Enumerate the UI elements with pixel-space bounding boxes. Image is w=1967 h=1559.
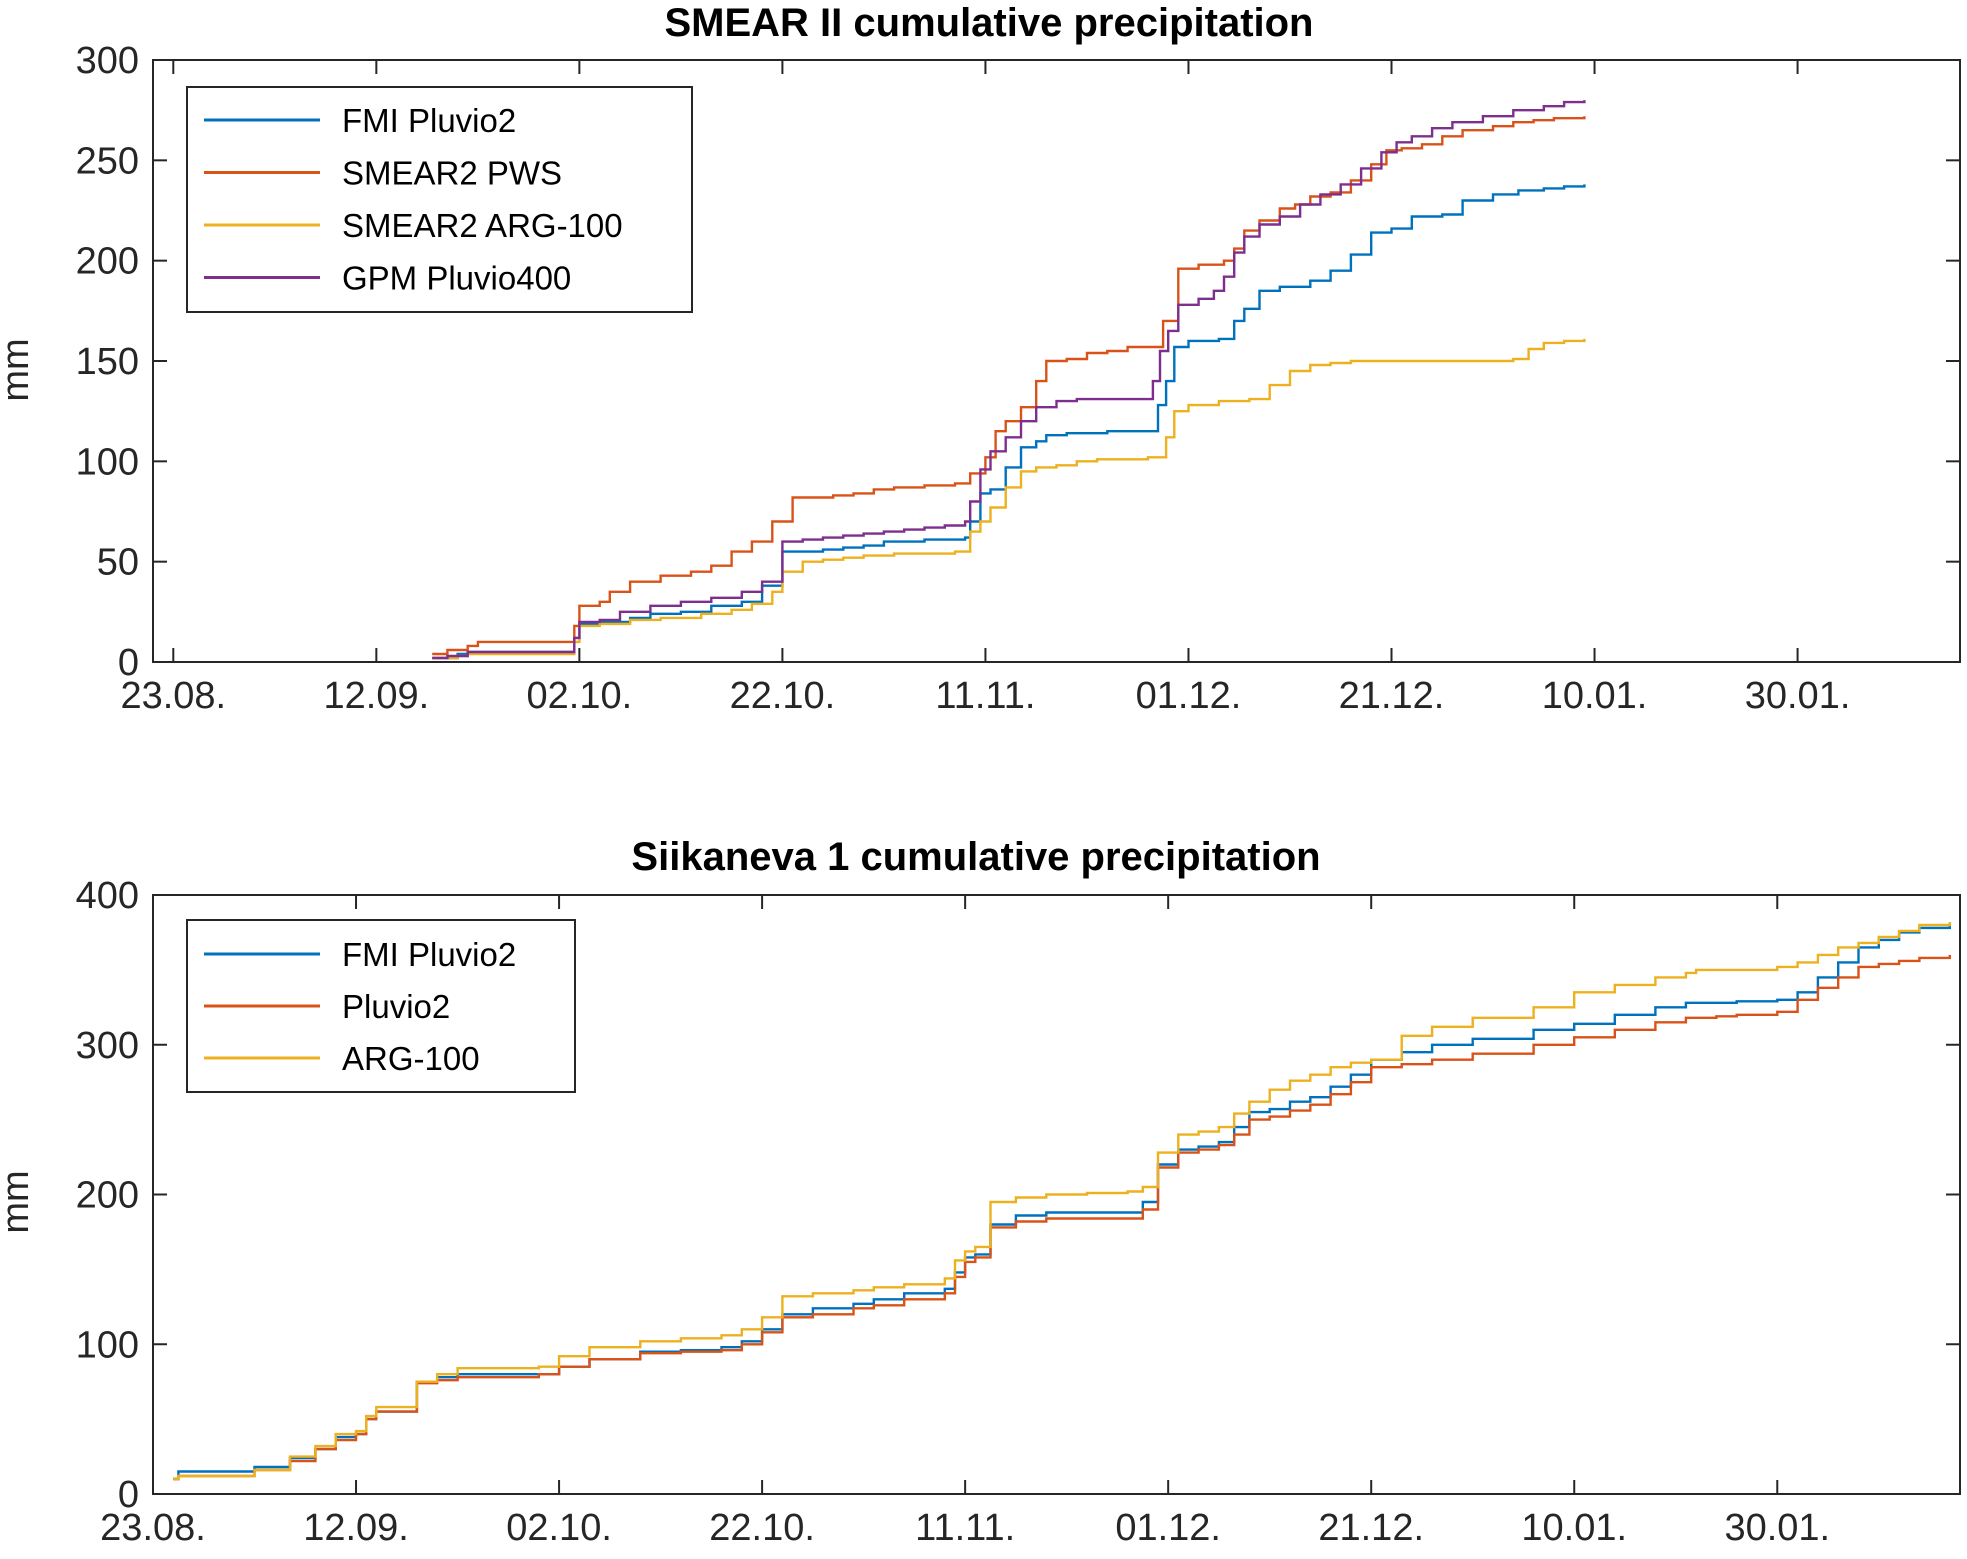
y-tick-label: 0: [118, 642, 139, 684]
x-tick-label: 23.08.: [120, 675, 226, 717]
y-tick-label: 400: [76, 875, 139, 917]
chart-title: Siikaneva 1 cumulative precipitation: [631, 835, 1320, 879]
x-tick-label: 02.10.: [527, 675, 633, 717]
chart-siikaneva1: Siikaneva 1 cumulative precipitation mm …: [0, 835, 1961, 1549]
y-tick-label: 150: [76, 341, 139, 383]
x-tick-label: 12.09.: [324, 675, 430, 717]
legend: FMI Pluvio2 Pluvio2 ARG-100: [186, 919, 576, 1093]
x-tick-label: 11.11.: [915, 1507, 1015, 1549]
y-tick-label: 200: [76, 241, 139, 283]
legend: FMI Pluvio2 SMEAR2 PWS SMEAR2 ARG-100 GPM P…: [186, 86, 693, 313]
x-tick-label: 22.10.: [730, 675, 836, 717]
x-tick-label: 11.11.: [935, 675, 1035, 717]
plot-area: 0 50 100 150 200 250 300 23.08. 12.09. 02.10. 22.1…: [76, 40, 1961, 717]
x-tick-label: 21.12.: [1339, 675, 1445, 717]
series-line: [432, 338, 1586, 660]
x-tick-label: 10.01.: [1521, 1507, 1627, 1549]
legend-entry: SMEAR2 ARG-100: [342, 207, 623, 244]
series-line: [173, 922, 1951, 1481]
series-line: [432, 100, 1586, 660]
legend-entry: GPM Pluvio400: [342, 260, 571, 297]
legend-entry: Pluvio2: [342, 988, 450, 1025]
x-tick-label: 30.01.: [1724, 1507, 1830, 1549]
legend-entry: ARG-100: [342, 1040, 480, 1077]
y-tick-label: 100: [76, 441, 139, 483]
plot-area: 0 100 200 300 400 23.08. 12.09. 02.10. 22.10. 11.…: [76, 875, 1961, 1549]
x-tick-label: 21.12.: [1318, 1507, 1424, 1549]
legend-entry: SMEAR2 PWS: [342, 155, 562, 192]
y-axis-label: mm: [0, 1170, 37, 1233]
x-tick-label: 01.12.: [1136, 675, 1242, 717]
legend-box: [186, 919, 576, 1093]
x-tick-label: 02.10.: [506, 1507, 612, 1549]
legend-entry: FMI Pluvio2: [342, 102, 516, 139]
x-tick-label: 01.12.: [1115, 1507, 1221, 1549]
y-tick-label: 200: [76, 1175, 139, 1217]
y-tick-label: 100: [76, 1324, 139, 1366]
x-tick-label: 12.09.: [303, 1507, 409, 1549]
x-tick-label: 30.01.: [1745, 675, 1851, 717]
legend-entry: FMI Pluvio2: [342, 936, 516, 973]
x-tick-label: 10.01.: [1542, 675, 1648, 717]
series-line: [432, 116, 1586, 656]
x-tick-label: 22.10.: [709, 1507, 815, 1549]
chart-title: SMEAR II cumulative precipitation: [664, 1, 1313, 45]
series-line: [432, 184, 1586, 660]
x-tick-label: 23.08.: [100, 1507, 206, 1549]
y-tick-label: 250: [76, 140, 139, 182]
legend-box: [186, 86, 693, 313]
y-axis-label: mm: [0, 338, 37, 401]
y-tick-label: 300: [76, 40, 139, 82]
y-tick-label: 0: [118, 1474, 139, 1516]
y-tick-label: 300: [76, 1025, 139, 1067]
y-tick-label: 50: [97, 542, 139, 584]
chart-smear2: SMEAR II cumulative precipitation mm 0 50…: [0, 1, 1961, 717]
